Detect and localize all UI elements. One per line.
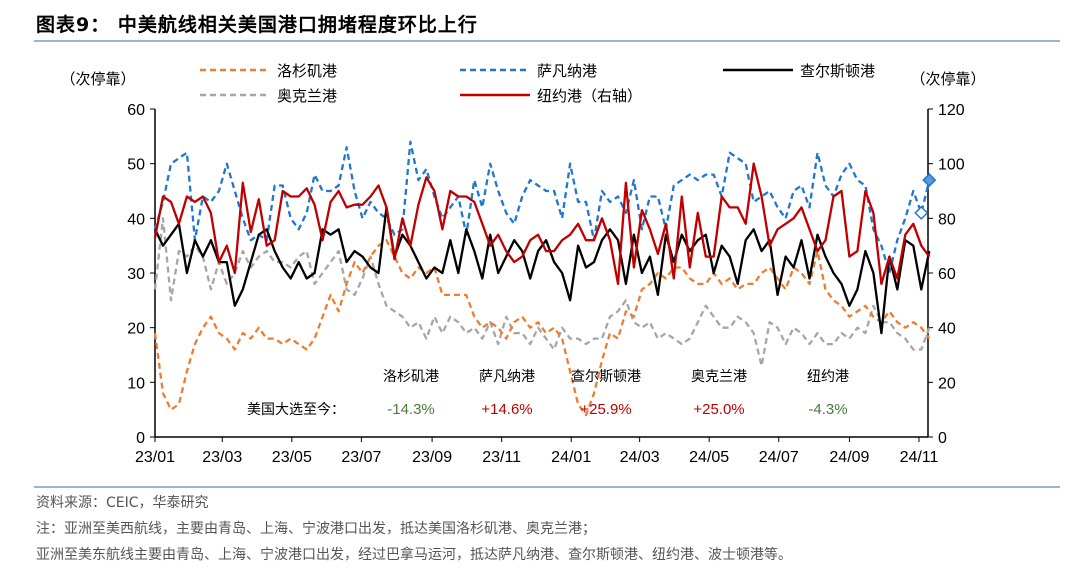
figure-title: 图表9： 中美航线相关美国港口拥堵程度环比上行 — [36, 14, 478, 36]
x-tick-label: 23/07 — [341, 449, 381, 466]
last-week-marker — [914, 205, 929, 220]
left-tick-label: 40 — [127, 211, 145, 228]
annotation-change: +14.6% — [481, 401, 532, 418]
x-tick-label: 24/01 — [551, 449, 591, 466]
annotation-port: 纽约港 — [807, 369, 849, 385]
annotation-row-label: 美国大选至今： — [247, 402, 345, 418]
legend-label-3: 奥克兰港 — [277, 87, 337, 105]
legend-label-0: 洛杉矶港 — [277, 62, 337, 80]
annotation-change: -14.3% — [387, 401, 435, 418]
note-line-2: 亚洲至美东航线主要由青岛、上海、宁波港口出发，经过巴拿马运河，抵达萨凡纳港、查尔… — [36, 547, 792, 563]
series-line-2 — [153, 206, 931, 335]
annotation-change: +25.9% — [580, 401, 631, 418]
x-tick-label: 23/03 — [202, 449, 242, 466]
annotation-port: 洛杉矶港 — [383, 369, 439, 385]
note-line-1: 注：亚洲至美西航线，主要由青岛、上海、宁波港口出发，抵达美国洛杉矶港、奥克兰港； — [36, 521, 596, 537]
x-tick-label: 24/05 — [689, 449, 729, 466]
x-tick-label: 24/03 — [620, 449, 660, 466]
x-tick-label: 24/11 — [900, 449, 939, 466]
series-line-0 — [153, 239, 931, 417]
source-text: 资料来源：CEIC，华泰研究 — [36, 495, 209, 511]
annotation-change: +25.0% — [693, 401, 744, 418]
title-divider — [34, 40, 1060, 42]
annotation-port: 奥克兰港 — [691, 368, 747, 385]
right-tick-label: 20 — [938, 375, 956, 392]
right-tick-label: 0 — [938, 430, 947, 447]
annotation-change: -4.3% — [808, 401, 847, 418]
legend-label-4: 纽约港（右轴） — [537, 87, 642, 105]
x-tick-label: 23/11 — [482, 449, 521, 466]
annotation-port: 查尔斯顿港 — [571, 369, 641, 385]
left-tick-label: 50 — [127, 157, 145, 174]
series-line-4 — [153, 162, 931, 286]
x-tick-label: 24/07 — [759, 449, 799, 466]
x-tick-label: 24/09 — [829, 449, 869, 466]
footer-divider — [34, 486, 1060, 488]
x-tick-label: 23/01 — [135, 449, 175, 466]
left-axis-unit: （次停靠） — [60, 70, 135, 88]
right-tick-label: 120 — [938, 102, 965, 119]
left-tick-label: 0 — [136, 430, 145, 447]
legend-label-1: 萨凡纳港 — [537, 62, 597, 80]
left-tick-label: 30 — [127, 266, 145, 283]
left-tick-label: 20 — [127, 321, 145, 338]
right-tick-label: 40 — [938, 321, 956, 338]
right-axis-unit: （次停靠） — [910, 70, 985, 88]
right-tick-label: 80 — [938, 211, 956, 228]
x-tick-label: 23/05 — [272, 449, 312, 466]
latest-marker — [922, 173, 937, 188]
right-tick-label: 60 — [938, 266, 956, 283]
annotation-port: 萨凡纳港 — [479, 369, 535, 385]
left-tick-label: 10 — [127, 375, 145, 392]
legend-label-2: 查尔斯顿港 — [800, 62, 875, 80]
left-tick-label: 60 — [127, 102, 145, 119]
x-tick-label: 23/09 — [412, 449, 452, 466]
right-tick-label: 100 — [938, 157, 965, 174]
